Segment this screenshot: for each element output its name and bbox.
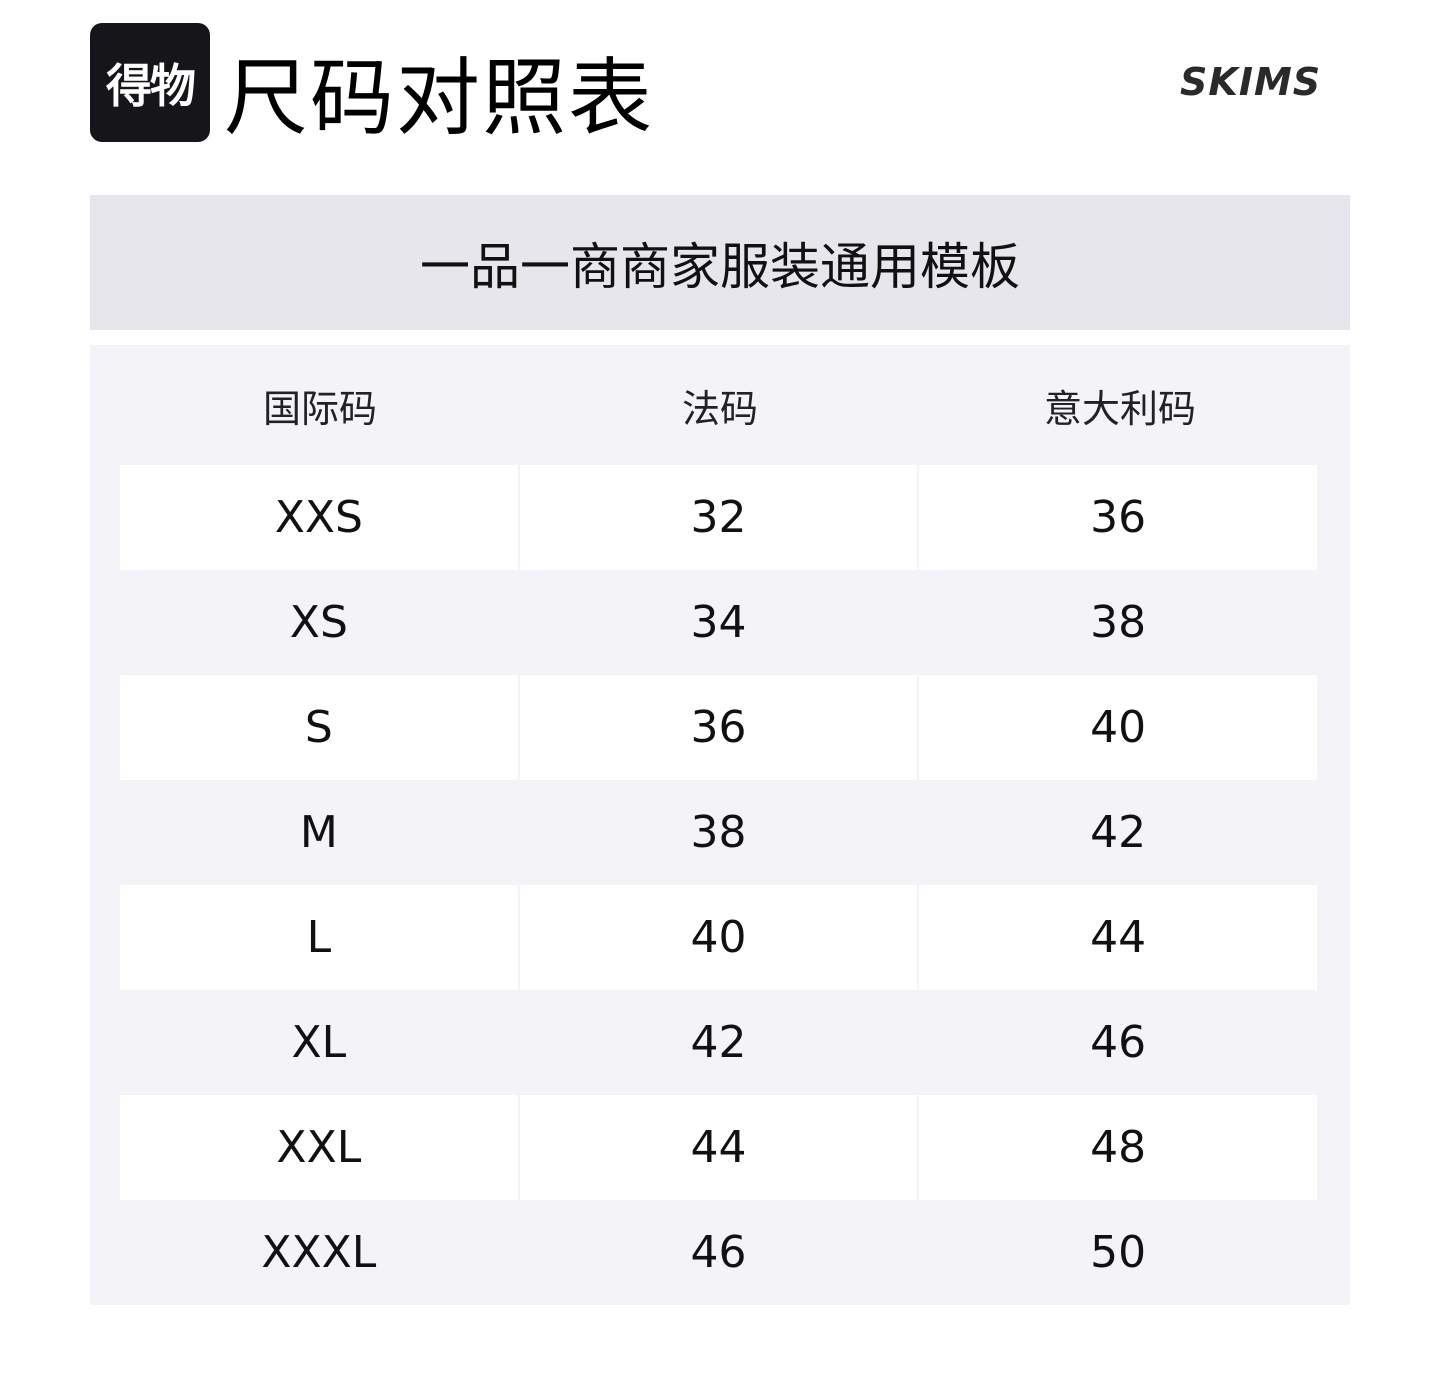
table-row: M 38 42 [120,780,1317,885]
table-cell: 36 [919,465,1318,570]
table-cell: L [120,885,518,990]
table-row: S 36 40 [120,675,1318,780]
table-cell: 32 [519,465,918,570]
table-cell: XXS [120,465,518,570]
table-cell: XXL [120,1095,518,1200]
table-row: XXL 44 48 [120,1095,1318,1200]
page-title: 尺码对照表 [224,49,655,147]
brand-logo: SKIMS [1180,60,1322,104]
table-cell: S [120,675,518,780]
table-cell: 36 [519,675,918,780]
logo-text: 得物 [106,58,196,113]
table-cell: 42 [1090,807,1147,858]
table-cell: 46 [1090,1017,1147,1068]
table-cell: 50 [1090,1227,1147,1278]
table-cell: XL [291,1017,347,1068]
table-cell: 46 [690,1227,747,1278]
table-header: 国际码 法码 意大利码 [90,345,1350,465]
table-row: L 40 44 [120,885,1318,990]
table-cell: 44 [919,885,1318,990]
table-cell: 38 [1090,597,1147,648]
header-french: 法码 [681,386,758,431]
header-international: 国际码 [262,386,377,431]
table-row: XL 42 46 [120,990,1317,1095]
table-cell: XS [289,597,348,648]
table-row: XXXL 46 50 [120,1200,1317,1305]
subtitle-band: 一品一商商家服装通用模板 [90,195,1350,330]
table-cell: 34 [690,597,747,648]
table-cell: 40 [519,885,918,990]
table-cell: M [299,807,338,858]
table-cell: 42 [690,1017,747,1068]
table-cell: 40 [919,675,1318,780]
table-cell: XXXL [261,1227,377,1278]
size-table: 国际码 法码 意大利码 XXS 32 36 XS 34 38 S 36 40 M 38 42 L 40 44… [90,345,1350,1305]
table-row: XXS 32 36 [120,465,1318,570]
table-row: XS 34 38 [120,570,1317,675]
table-cell: 38 [690,807,747,858]
subtitle: 一品一商商家服装通用模板 [420,237,1020,296]
table-cell: 48 [919,1095,1318,1200]
dewu-logo: 得物 [90,23,210,142]
table-cell: 44 [519,1095,918,1200]
header-italian: 意大利码 [1043,386,1196,431]
